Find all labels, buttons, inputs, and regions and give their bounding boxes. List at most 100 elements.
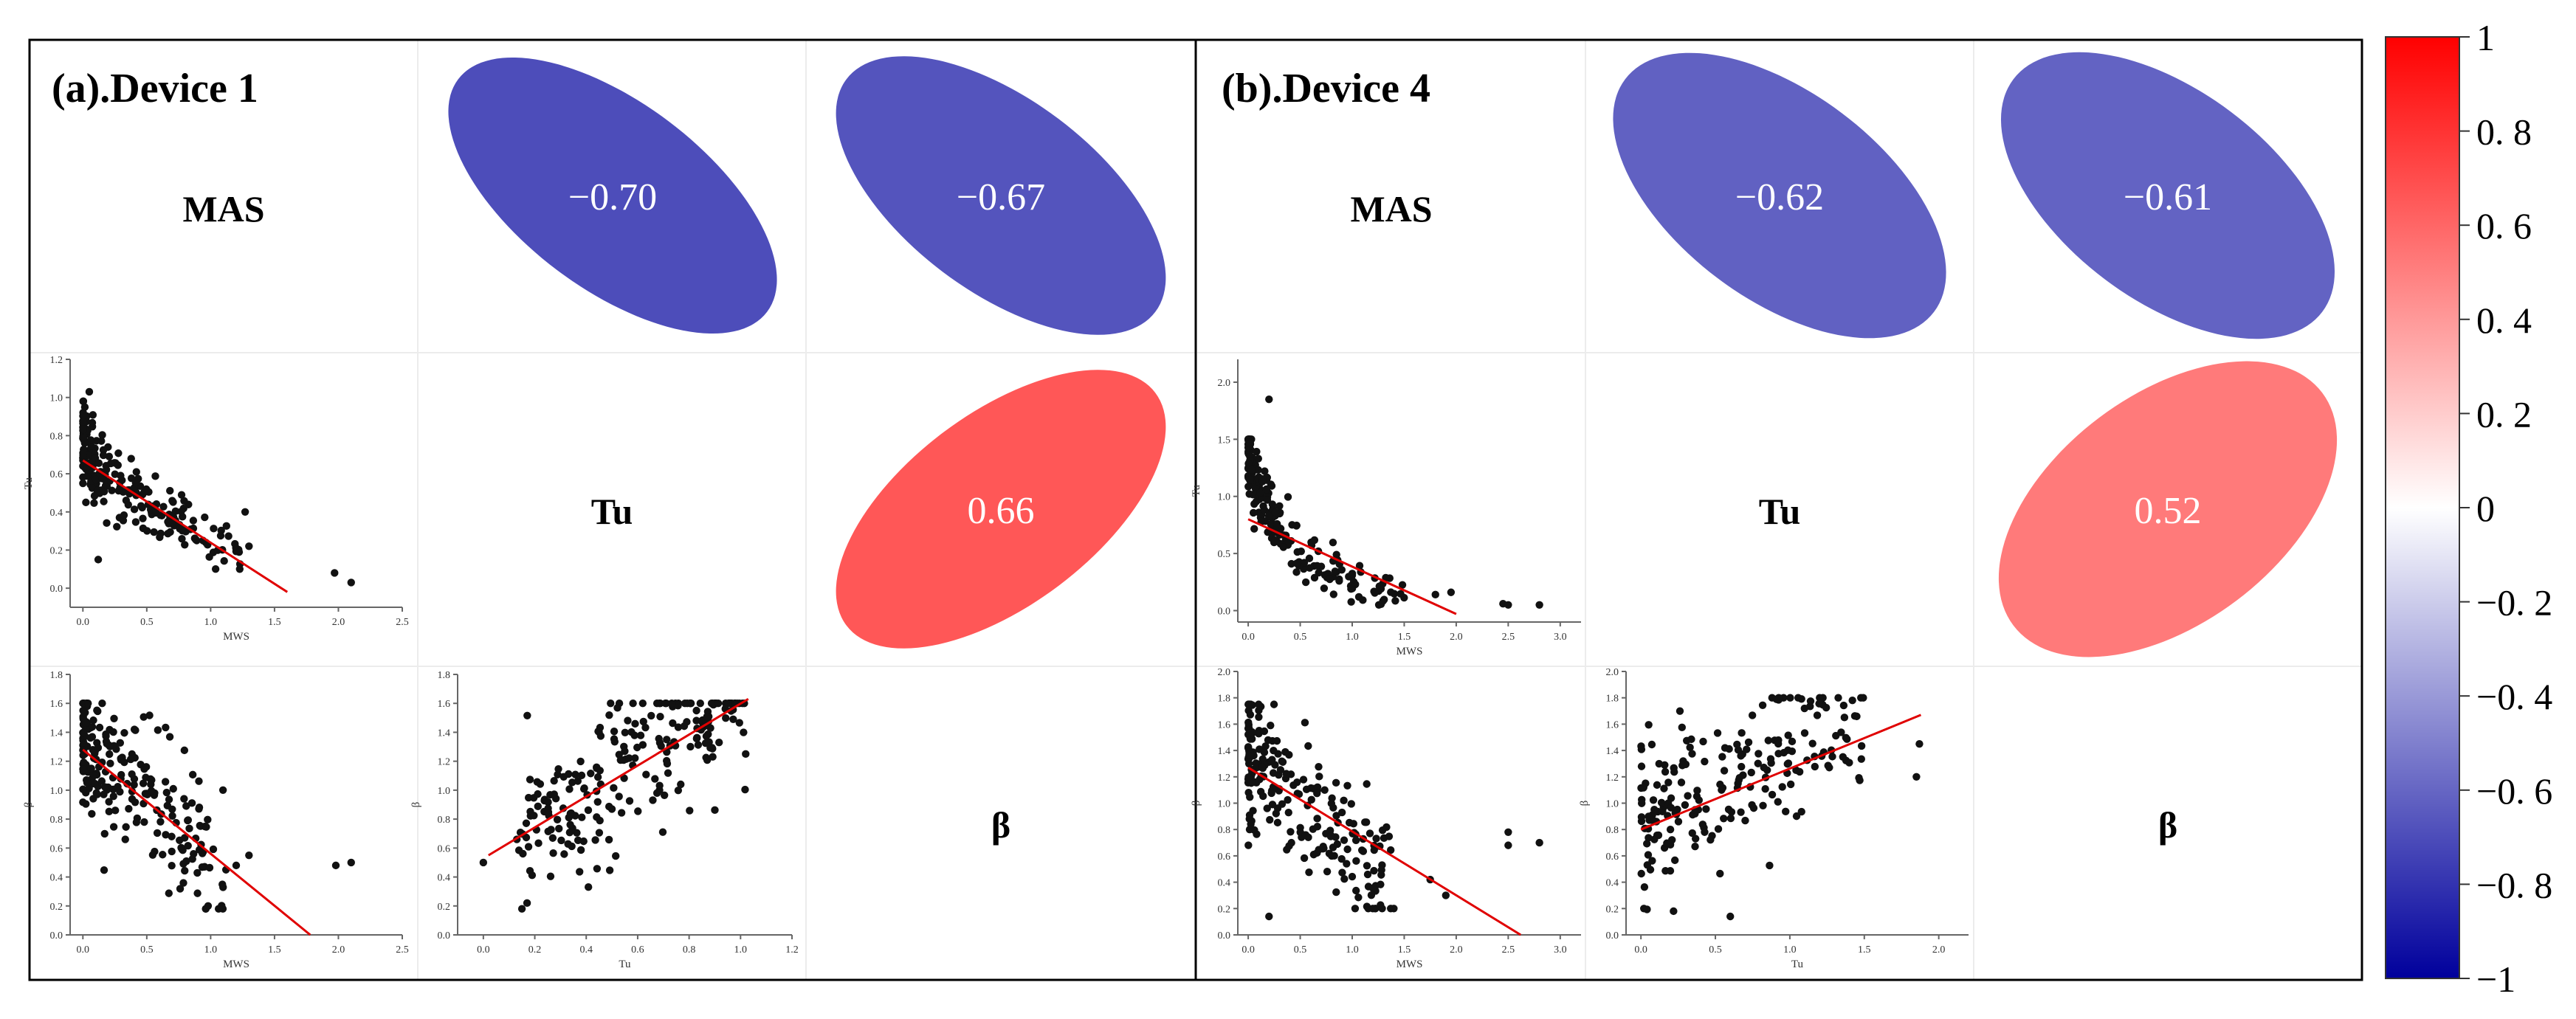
data-point [1766, 861, 1774, 870]
data-point [143, 527, 151, 535]
data-point [83, 412, 91, 421]
data-point [1313, 823, 1322, 831]
y-tick-label: 0.4 [1218, 878, 1231, 889]
panel-b-title: (b).Device 4 [1222, 66, 1430, 111]
data-point [1340, 836, 1349, 844]
data-point [106, 742, 114, 750]
data-point [79, 479, 87, 488]
data-point [722, 714, 730, 722]
data-point [1264, 511, 1273, 520]
data-point [1754, 759, 1762, 767]
y-tick-label: 1.2 [1606, 773, 1619, 784]
data-point [1718, 786, 1726, 794]
data-point [1644, 851, 1653, 859]
data-point [1247, 820, 1255, 829]
data-point [1504, 841, 1512, 849]
data-point [121, 835, 129, 843]
data-point [726, 700, 734, 708]
data-point [88, 418, 97, 427]
data-point [1718, 753, 1726, 761]
data-point [124, 500, 132, 509]
data-point [579, 785, 588, 793]
data-point [100, 497, 108, 505]
data-point [1645, 812, 1653, 821]
data-point [605, 711, 613, 719]
data-point [204, 902, 213, 910]
data-point [156, 818, 165, 826]
data-point [714, 739, 723, 747]
data-point [1244, 773, 1253, 781]
data-point [1720, 767, 1729, 775]
data-point [1368, 884, 1377, 893]
corr-value-a-mas-tu: −0.70 [568, 176, 657, 218]
data-point [1272, 519, 1281, 528]
data-point [657, 742, 665, 750]
data-point [615, 792, 623, 801]
data-point [1786, 780, 1795, 789]
data-point [245, 851, 253, 860]
x-axis-label: MWS [1397, 958, 1423, 970]
data-point [1737, 808, 1745, 816]
data-point [222, 522, 231, 531]
data-point [1639, 783, 1647, 792]
data-point [114, 782, 122, 791]
data-point [1246, 440, 1255, 448]
data-point [546, 872, 555, 880]
data-point [652, 789, 661, 798]
y-tick-label: 0.8 [50, 431, 63, 442]
data-point [664, 769, 672, 777]
data-point [196, 821, 204, 830]
data-point [1640, 882, 1649, 891]
data-point [1244, 460, 1253, 468]
data-point [1275, 502, 1284, 510]
y-tick-label: 0.6 [438, 843, 451, 854]
data-point [94, 744, 103, 752]
corr-ellipse-b-mas-tu [1613, 52, 1946, 339]
data-point [1768, 790, 1777, 799]
data-point [79, 397, 87, 406]
data-point [1684, 792, 1692, 800]
scatter-plot-5: 0.0 0.5 1.0 1.5 2.0 2.5 3.0 0.0 0.2 0.4 0.6 0.8 1.0 1… [1191, 667, 1581, 970]
data-point [613, 704, 621, 712]
y-tick-label: 0.0 [50, 584, 63, 595]
data-point [620, 774, 628, 782]
panel-a-label-tu: Tu [591, 491, 633, 532]
data-point [1701, 757, 1709, 766]
x-tick-label: 1.0 [1346, 632, 1359, 643]
data-point [1265, 395, 1273, 404]
data-point [1915, 739, 1924, 748]
data-point [1688, 829, 1696, 837]
data-point [1377, 880, 1385, 888]
x-tick-label: 2.0 [1450, 944, 1463, 956]
data-point [1332, 812, 1340, 820]
y-tick-label: 0.2 [438, 902, 451, 913]
data-point [1292, 559, 1301, 567]
x-tick-label: 0.6 [631, 944, 644, 956]
data-point [692, 716, 700, 725]
y-tick-label: 2.0 [1218, 667, 1231, 678]
data-point [1351, 905, 1360, 913]
y-tick-label: 0.8 [50, 815, 63, 826]
data-point [169, 784, 177, 793]
data-point [1504, 601, 1512, 609]
data-point [1811, 762, 1819, 771]
data-point [741, 785, 749, 794]
data-point [1741, 816, 1749, 825]
data-point [81, 708, 89, 716]
data-point [577, 771, 586, 780]
data-point [1764, 736, 1772, 745]
data-point [1670, 764, 1678, 773]
data-point [1784, 746, 1792, 754]
data-point [534, 790, 542, 798]
scatter-plot-2: 0.0 0.5 1.0 1.5 2.0 2.5 0.0 0.2 0.4 0.6 0.8 1.0 1.2 1… [23, 670, 409, 970]
data-point [1287, 828, 1295, 836]
x-tick-label: 0.0 [477, 944, 490, 956]
data-point [179, 860, 187, 868]
data-point [1806, 697, 1815, 705]
data-point [578, 813, 586, 821]
data-point [1645, 834, 1653, 842]
data-point [1643, 861, 1652, 869]
data-point [1305, 868, 1313, 877]
data-point [1327, 799, 1336, 808]
data-point [1244, 841, 1253, 849]
